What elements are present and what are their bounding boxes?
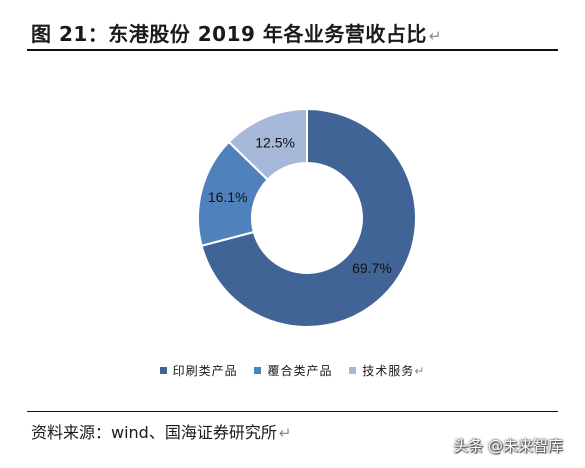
data-label-tech-service: 12.5% — [255, 134, 295, 150]
legend-swatch-laminate — [254, 367, 262, 374]
source-note: 资料来源：wind、国海证券研究所 ↵ — [31, 419, 291, 443]
legend-swatch-tech-service — [349, 367, 357, 374]
legend-label-print: 印刷类产品 — [172, 364, 238, 378]
chart-title: 图 21：东港股份 2019 年各业务营收占比 ↵ — [31, 18, 442, 47]
source-text: 资料来源：wind、国海证券研究所 — [31, 423, 277, 442]
legend-label-tech-service: 技术服务 — [362, 364, 415, 378]
legend-swatch-print — [159, 367, 167, 374]
legend-item-tech-service: 技术服务↵ — [349, 362, 425, 379]
return-mark-icon: ↵ — [428, 27, 442, 45]
legend-item-laminate: 覆合类产品 — [254, 362, 332, 379]
data-label-print: 69.7% — [352, 260, 392, 276]
source-divider — [27, 411, 558, 412]
legend-label-laminate: 覆合类产品 — [267, 364, 333, 378]
source-return-mark-icon: ↵ — [278, 424, 292, 442]
legend-return-mark-icon: ↵ — [414, 364, 426, 378]
chart-title-text: 图 21：东港股份 2019 年各业务营收占比 — [31, 22, 427, 46]
watermark: 头条 @未来智库 — [453, 437, 563, 455]
title-divider — [27, 49, 558, 51]
donut-slice-tech-service — [227, 107, 308, 182]
legend-item-print: 印刷类产品 — [159, 362, 238, 379]
chart-legend: 印刷类产品 覆合类产品 技术服务↵ — [0, 362, 585, 379]
donut-slice-print — [200, 107, 417, 328]
data-label-laminate: 16.1% — [208, 189, 248, 205]
